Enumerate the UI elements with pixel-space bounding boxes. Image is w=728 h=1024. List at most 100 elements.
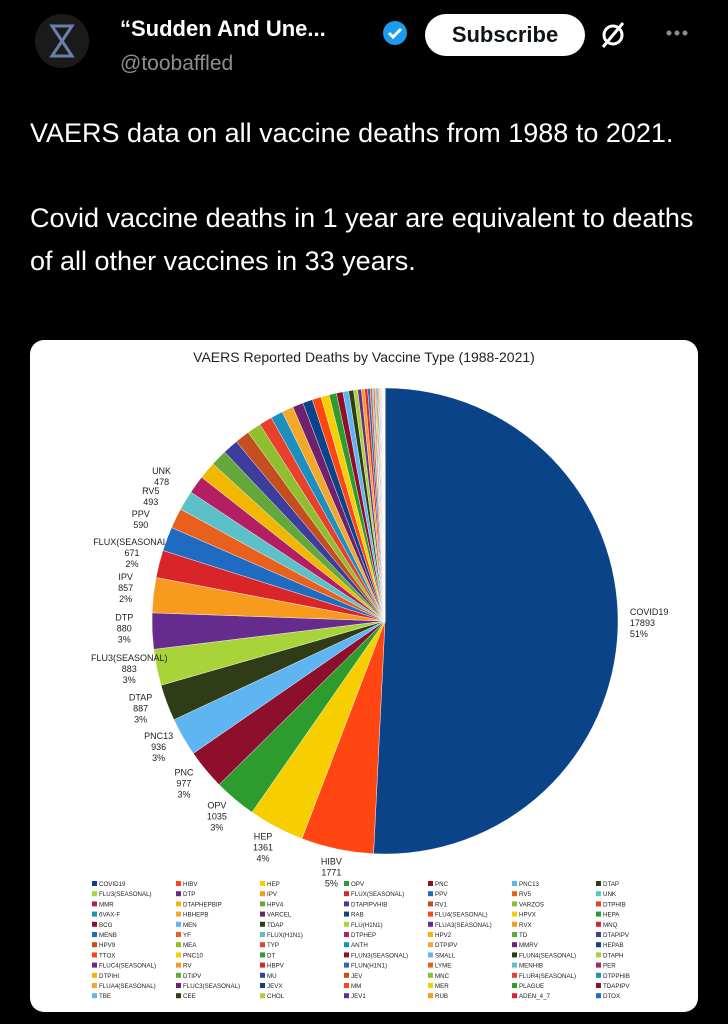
- legend-label: CHOL: [267, 993, 285, 1000]
- slice-label: 478: [154, 477, 169, 487]
- legend-label: HBPV: [267, 963, 285, 970]
- legend-label: FLUA4(SEASONAL): [99, 983, 156, 990]
- legend-label: MEA: [183, 942, 197, 949]
- slice-label: 671: [124, 548, 139, 558]
- legend-swatch: [176, 921, 181, 927]
- legend-swatch: [596, 983, 601, 988]
- legend-swatch: [428, 901, 433, 907]
- legend-label: DTPHEP: [351, 932, 376, 939]
- legend-swatch: [428, 962, 433, 968]
- legend-swatch: [176, 952, 181, 958]
- legend-label: 6VAX-F: [99, 912, 120, 919]
- legend-label: SMALL: [435, 952, 456, 959]
- legend-swatch: [92, 972, 97, 978]
- slice-label: 880: [117, 623, 132, 633]
- slice-label: 2%: [119, 594, 132, 604]
- handle[interactable]: @toobaffled: [120, 52, 234, 75]
- legend-label: YF: [183, 932, 191, 939]
- slice-label: 51%: [630, 629, 648, 639]
- subscribe-button[interactable]: Subscribe: [425, 14, 585, 56]
- legend-label: FLUX(H1N1): [267, 932, 303, 939]
- slice-label: RV5: [142, 486, 159, 496]
- legend-swatch: [512, 921, 517, 927]
- legend-label: HEP: [267, 881, 280, 888]
- legend-swatch: [344, 972, 349, 978]
- legend-swatch: [512, 932, 517, 937]
- slice-label: 3%: [210, 823, 223, 833]
- chart-image[interactable]: VAERS Reported Deaths by Vaccine Type (1…: [30, 340, 698, 1012]
- legend-swatch: [512, 901, 517, 907]
- tweet-text: VAERS data on all vaccine deaths from 19…: [30, 112, 700, 325]
- legend-label: HPV2: [435, 932, 452, 939]
- slice-label: DTP: [115, 612, 133, 622]
- legend-swatch: [428, 881, 433, 886]
- legend-label: VARZOS: [519, 901, 544, 908]
- legend-swatch: [596, 952, 601, 958]
- grok-icon[interactable]: [598, 20, 628, 50]
- slice-label: 3%: [152, 753, 165, 763]
- legend-swatch: [512, 911, 517, 917]
- more-menu[interactable]: [664, 28, 694, 38]
- legend-label: FLU4(SEASONAL): [435, 912, 488, 919]
- tweet-paragraph: VAERS data on all vaccine deaths from 19…: [30, 118, 674, 148]
- legend-label: TYP: [267, 942, 279, 949]
- legend-label: FLU(H1N1): [351, 922, 383, 929]
- legend-label: HEPA: [603, 912, 620, 919]
- slice-label: FLU3(SEASONAL): [91, 653, 168, 663]
- slice-label: PNC: [174, 767, 194, 777]
- legend-label: PER: [603, 963, 616, 970]
- legend-label: FLUX(SEASONAL): [351, 891, 404, 898]
- tweet-paragraph: Covid vaccine deaths in 1 year are equiv…: [30, 203, 694, 276]
- display-name[interactable]: “Sudden And Une...: [120, 16, 326, 41]
- legend-swatch: [260, 921, 265, 927]
- legend-swatch: [344, 881, 349, 886]
- slice-label: HIBV: [321, 856, 342, 866]
- legend-swatch: [428, 972, 433, 978]
- slice-label: 936: [151, 742, 166, 752]
- legend-label: MEN: [183, 922, 197, 929]
- legend-label: ADEN_4_7: [519, 993, 551, 1000]
- legend-swatch: [260, 952, 265, 958]
- legend-swatch: [512, 942, 517, 948]
- slice-label: 887: [133, 704, 148, 714]
- legend-swatch: [596, 942, 601, 948]
- legend-swatch: [344, 932, 349, 937]
- legend-label: ANTH: [351, 942, 368, 949]
- chart: VAERS Reported Deaths by Vaccine Type (1…: [91, 349, 668, 1000]
- slice-label: HEP: [254, 832, 273, 842]
- legend-swatch: [596, 891, 601, 897]
- legend-swatch: [428, 952, 433, 958]
- avatar[interactable]: [35, 14, 89, 68]
- legend-label: DTPIHI: [99, 973, 120, 980]
- slice-label: 1361: [253, 843, 273, 853]
- slice-label: 3%: [118, 634, 131, 644]
- legend-swatch: [344, 911, 349, 917]
- slice-label: 493: [143, 497, 158, 507]
- legend-label: JEV: [351, 973, 363, 980]
- legend-swatch: [260, 911, 265, 917]
- legend-label: FLUC4(SEASONAL): [99, 963, 156, 970]
- slice-label: 857: [118, 583, 133, 593]
- legend-swatch: [512, 983, 517, 988]
- legend-swatch: [428, 891, 433, 897]
- chart-title: VAERS Reported Deaths by Vaccine Type (1…: [193, 349, 535, 365]
- legend-swatch: [176, 983, 181, 988]
- slice-label: 3%: [177, 789, 190, 799]
- legend-label: MM: [351, 983, 361, 990]
- legend-swatch: [344, 983, 349, 988]
- legend-swatch: [260, 993, 265, 999]
- legend-swatch: [344, 962, 349, 968]
- legend-swatch: [596, 993, 601, 999]
- legend-label: RAB: [351, 912, 364, 919]
- legend-swatch: [428, 932, 433, 937]
- legend-label: PNC10: [183, 952, 204, 959]
- legend-label: TD: [519, 932, 528, 939]
- legend-swatch: [596, 881, 601, 886]
- legend-label: HEPAB: [603, 942, 624, 949]
- legend-swatch: [512, 891, 517, 897]
- slice-label: FLUX(SEASONAL): [93, 537, 171, 547]
- legend-label: FLUR4(SEASONAL): [519, 973, 576, 980]
- legend-swatch: [92, 911, 97, 917]
- legend-swatch: [596, 972, 601, 978]
- slice-label: 590: [133, 520, 148, 530]
